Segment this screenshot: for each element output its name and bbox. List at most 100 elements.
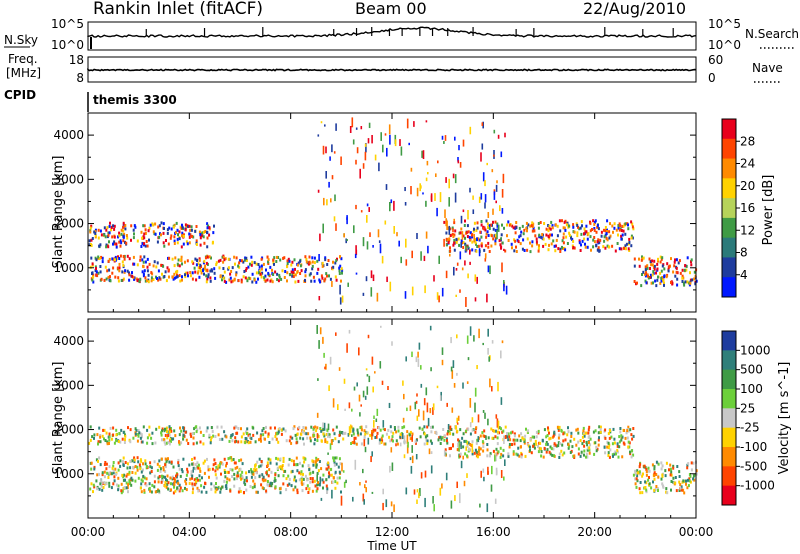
data-cell: [174, 489, 177, 493]
noise-cell: [374, 154, 377, 161]
data-cell: [476, 221, 479, 225]
data-cell: [179, 258, 182, 262]
data-cell: [643, 464, 646, 468]
noise-cell: [404, 187, 406, 192]
noise-cell: [456, 422, 459, 425]
data-cell: [406, 430, 409, 434]
data-cell: [250, 475, 253, 479]
data-cell: [515, 452, 518, 456]
data-cell: [189, 228, 192, 232]
data-cell: [101, 256, 104, 260]
data-cell: [115, 428, 118, 432]
data-cell: [223, 457, 226, 461]
data-cell: [622, 229, 625, 233]
data-cell: [426, 434, 429, 438]
data-cell: [553, 432, 556, 436]
colorbar-tick-label: -25: [740, 421, 760, 435]
noise-cell: [318, 340, 320, 349]
data-cell: [130, 476, 133, 480]
data-cell: [648, 469, 651, 473]
data-cell: [145, 240, 148, 243]
data-cell: [617, 455, 620, 459]
data-cell: [103, 437, 105, 441]
noise-cell: [403, 393, 405, 400]
data-cell: [219, 274, 222, 278]
data-cell: [321, 261, 324, 265]
data-cell: [182, 426, 185, 430]
data-cell: [97, 440, 100, 444]
data-cell: [286, 483, 289, 487]
data-cell: [90, 467, 93, 471]
data-cell: [299, 436, 302, 440]
data-cell: [137, 433, 140, 436]
data-cell: [117, 461, 120, 465]
data-cell: [264, 437, 266, 441]
data-cell: [607, 451, 610, 455]
data-cell: [153, 232, 156, 236]
data-cell: [568, 224, 570, 228]
noise-cell: [435, 173, 437, 178]
colorbar-swatch: [722, 350, 736, 371]
data-cell: [568, 231, 571, 235]
data-cell: [255, 280, 258, 284]
data-cell: [194, 229, 197, 233]
data-cell: [115, 433, 118, 437]
data-cell: [229, 456, 232, 460]
data-cell: [173, 264, 176, 268]
data-cell: [538, 244, 540, 248]
data-cell: [511, 443, 513, 446]
data-cell: [679, 486, 682, 490]
data-cell: [165, 485, 168, 489]
data-cell: [122, 239, 125, 243]
data-cell: [291, 469, 294, 473]
data-cell: [215, 476, 218, 480]
data-cell: [238, 261, 241, 265]
data-cell: [139, 436, 142, 440]
data-cell: [139, 467, 142, 471]
data-cell: [493, 429, 496, 433]
data-cell: [105, 243, 108, 247]
data-cell: [118, 266, 121, 270]
noise-cell: [437, 160, 439, 164]
data-cell: [447, 430, 450, 433]
data-cell: [240, 458, 243, 462]
data-cell: [659, 281, 662, 285]
data-cell: [170, 488, 172, 492]
data-cell: [583, 453, 585, 457]
data-cell: [271, 437, 274, 441]
data-cell: [148, 482, 151, 486]
data-cell: [251, 486, 254, 490]
data-cell: [108, 240, 110, 244]
data-cell: [250, 468, 253, 472]
data-cell: [170, 482, 172, 486]
data-cell: [165, 239, 167, 242]
data-cell: [99, 435, 102, 439]
data-cell: [694, 282, 697, 286]
noise-cell: [366, 203, 369, 207]
data-cell: [217, 259, 220, 263]
data-cell: [122, 229, 125, 233]
noise-cell: [436, 385, 439, 389]
data-cell: [172, 277, 175, 281]
data-cell: [636, 469, 639, 473]
data-cell: [260, 257, 263, 261]
noise-cell: [503, 435, 505, 444]
data-cell: [389, 439, 392, 443]
data-cell: [121, 437, 124, 441]
data-cell: [184, 430, 187, 434]
data-cell: [482, 445, 485, 449]
data-cell: [180, 255, 183, 259]
data-cell: [99, 270, 102, 274]
data-cell: [118, 234, 121, 238]
data-cell: [332, 476, 335, 480]
noise-cell: [467, 273, 469, 279]
data-cell: [132, 436, 135, 440]
data-cell: [225, 464, 227, 468]
data-cell: [639, 491, 642, 495]
data-cell: [614, 249, 617, 253]
data-cell: [158, 425, 161, 429]
data-cell: [200, 484, 203, 488]
data-cell: [131, 459, 134, 463]
data-cell: [376, 431, 379, 435]
data-cell: [186, 470, 189, 474]
